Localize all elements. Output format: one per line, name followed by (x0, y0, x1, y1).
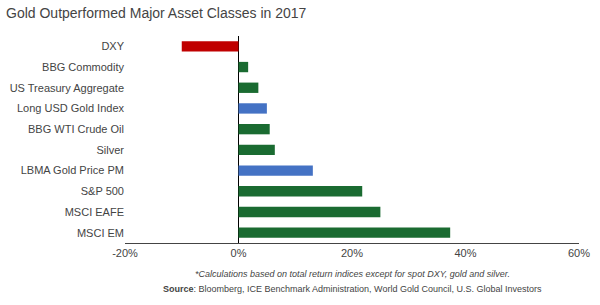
svg-text:40%: 40% (454, 247, 476, 259)
svg-text:MSCI EM: MSCI EM (77, 227, 124, 239)
svg-text:60%: 60% (568, 247, 590, 259)
svg-text:0%: 0% (231, 247, 247, 259)
svg-text:Silver: Silver (96, 144, 124, 156)
svg-text:-20%: -20% (112, 247, 138, 259)
svg-text:MSCI EAFE: MSCI EAFE (65, 206, 124, 218)
svg-text:*Calculations based on total r: *Calculations based on total return indi… (195, 269, 510, 279)
svg-text:LBMA Gold Price PM: LBMA Gold Price PM (21, 164, 124, 176)
svg-text:DXY: DXY (101, 40, 124, 52)
svg-text:BBG WTI Crude Oil: BBG WTI Crude Oil (28, 123, 124, 135)
svg-text:20%: 20% (341, 247, 363, 259)
svg-text:BBG Commodity: BBG Commodity (42, 61, 124, 73)
svg-text:Long USD Gold Index: Long USD Gold Index (17, 102, 125, 114)
svg-text:Source: Bloomberg, ICE Benchma: Source: Bloomberg, ICE Benchmark Adminis… (163, 284, 542, 294)
svg-text:Gold Outperformed Major Asset: Gold Outperformed Major Asset Classes in… (6, 5, 307, 21)
svg-text:US Treasury Aggregate: US Treasury Aggregate (10, 82, 124, 94)
svg-text:S&P 500: S&P 500 (81, 185, 124, 197)
